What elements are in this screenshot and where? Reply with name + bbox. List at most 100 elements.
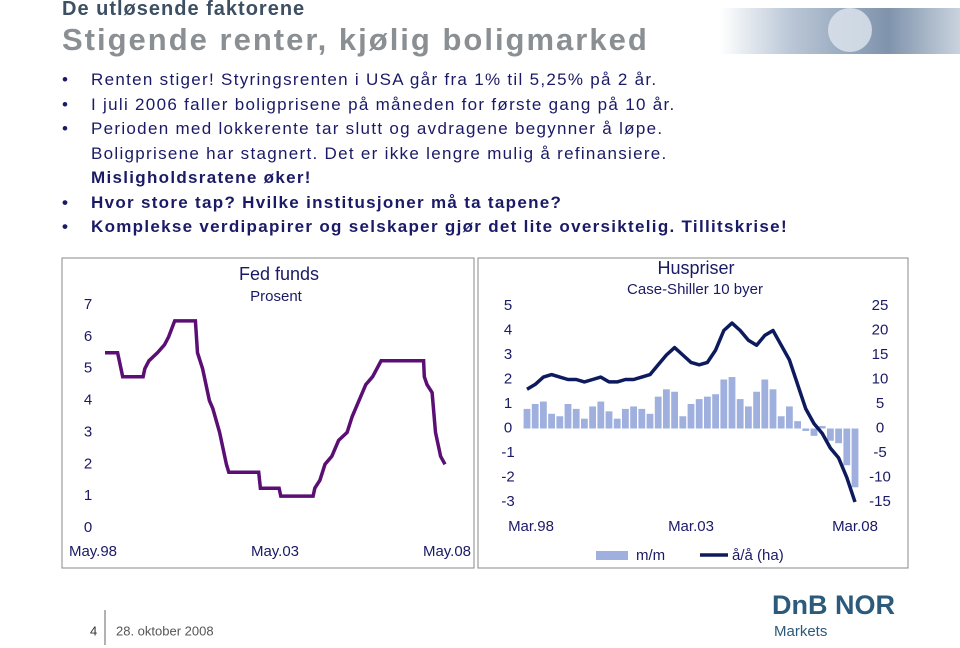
bar: [589, 406, 596, 429]
bar: [810, 428, 818, 436]
chart-subtitle: Case-Shiller 10 byer: [627, 281, 763, 298]
bar: [679, 416, 687, 429]
bar: [835, 428, 842, 444]
y-tick-label: 3: [504, 346, 512, 363]
line: [526, 321, 857, 503]
bar: [802, 428, 810, 431]
bar: [761, 379, 769, 429]
bar: [663, 389, 670, 429]
bar: [581, 418, 588, 429]
y-tick-label: 6: [84, 328, 92, 345]
page-number: 4: [90, 623, 97, 638]
brand-unit: Markets: [774, 623, 827, 640]
y2-tick-label: 20: [872, 321, 889, 338]
bar: [736, 399, 744, 429]
y2-tick-label: 0: [876, 419, 884, 436]
y2-tick-label: -10: [869, 468, 891, 485]
bullet: Komplekse verdipapirer og selskaper gjør…: [62, 217, 942, 242]
y-tick-label: 4: [504, 321, 512, 338]
bar: [843, 428, 851, 466]
bar: [753, 391, 760, 429]
bar: [654, 396, 662, 429]
y-tick-label: 2: [84, 455, 92, 472]
legend-label: å/å (ha): [732, 547, 784, 564]
bar: [777, 416, 785, 429]
bullet: Renten stiger! Styringsrenten i USA går …: [62, 70, 942, 95]
y-tick-label: 2: [504, 370, 512, 387]
y-tick-label: 1: [84, 487, 92, 504]
y2-tick-label: -5: [873, 444, 886, 461]
y2-tick-label: 5: [876, 395, 884, 412]
line: [105, 319, 447, 498]
bar: [687, 404, 695, 429]
bullet-list: Renten stiger! Styringsrenten i USA går …: [62, 70, 942, 242]
bar: [646, 413, 654, 429]
y-tick-label: 4: [84, 392, 92, 409]
bullet: Hvor store tap? Hvilke institusjoner må …: [62, 193, 942, 218]
brand: DnB NOR: [772, 590, 895, 620]
y2-tick-label: -15: [869, 493, 891, 510]
kicker: De utløsende faktorene: [62, 0, 306, 20]
bullet: I juli 2006 faller boligprisene på måned…: [62, 95, 942, 120]
y2-tick-label: 15: [872, 346, 889, 363]
bar: [548, 413, 555, 429]
bar: [638, 408, 646, 429]
bar: [728, 377, 736, 429]
chart-frame: [61, 257, 475, 569]
x-tick-label: May.08: [423, 543, 471, 560]
y-tick-label: 5: [504, 297, 512, 314]
bar: [597, 401, 605, 429]
x-tick-label: May.98: [69, 543, 117, 560]
bar: [613, 418, 621, 429]
x-tick-label: Mar.98: [508, 518, 554, 535]
bar: [786, 406, 793, 429]
y-tick-label: 7: [84, 296, 92, 313]
date: 28. oktober 2008: [116, 623, 214, 638]
chart-subtitle: Prosent: [250, 288, 303, 305]
y2-tick-label: 10: [872, 370, 889, 387]
y-tick-label: 0: [504, 419, 512, 436]
bullet: Perioden med lokkerente tar slutt og avd…: [62, 119, 942, 144]
header-image: [720, 8, 960, 54]
bar: [720, 379, 728, 429]
bar: [704, 396, 711, 429]
chart-title: Fed funds: [239, 264, 319, 284]
bullet: Boligprisene har stagnert. Det er ikke l…: [91, 143, 668, 163]
bar: [712, 394, 719, 429]
bar: [818, 426, 826, 429]
y-tick-label: 1: [504, 395, 512, 412]
chart-title: Huspriser: [657, 258, 734, 278]
bullet: Misligholdsratene øker!: [91, 168, 312, 187]
chart-frame: [477, 257, 909, 569]
y-tick-label: 5: [84, 360, 92, 377]
x-tick-label: Mar.08: [832, 518, 878, 535]
bar: [540, 401, 547, 429]
y2-tick-label: 25: [872, 297, 889, 314]
x-tick-label: Mar.03: [668, 518, 714, 535]
y-tick-label: 3: [84, 423, 92, 440]
legend-swatch: [596, 551, 628, 560]
y-tick-label: 0: [84, 519, 92, 536]
legend-label: m/m: [636, 547, 665, 564]
bar: [851, 428, 859, 488]
y-tick-label: -2: [501, 468, 514, 485]
bar: [622, 408, 629, 429]
bar: [564, 404, 572, 429]
bar: [745, 406, 752, 429]
bar: [523, 408, 531, 429]
x-tick-label: May.03: [251, 543, 299, 560]
bar: [769, 389, 777, 429]
bar: [556, 416, 564, 429]
y-tick-label: -1: [501, 444, 514, 461]
bar: [794, 421, 801, 429]
bar: [572, 408, 580, 429]
y-tick-label: -3: [501, 493, 514, 510]
bar: [531, 404, 539, 429]
bar: [630, 406, 637, 429]
bar: [671, 391, 678, 429]
bar: [695, 399, 703, 429]
bar: [605, 411, 613, 429]
bar: [827, 428, 834, 441]
